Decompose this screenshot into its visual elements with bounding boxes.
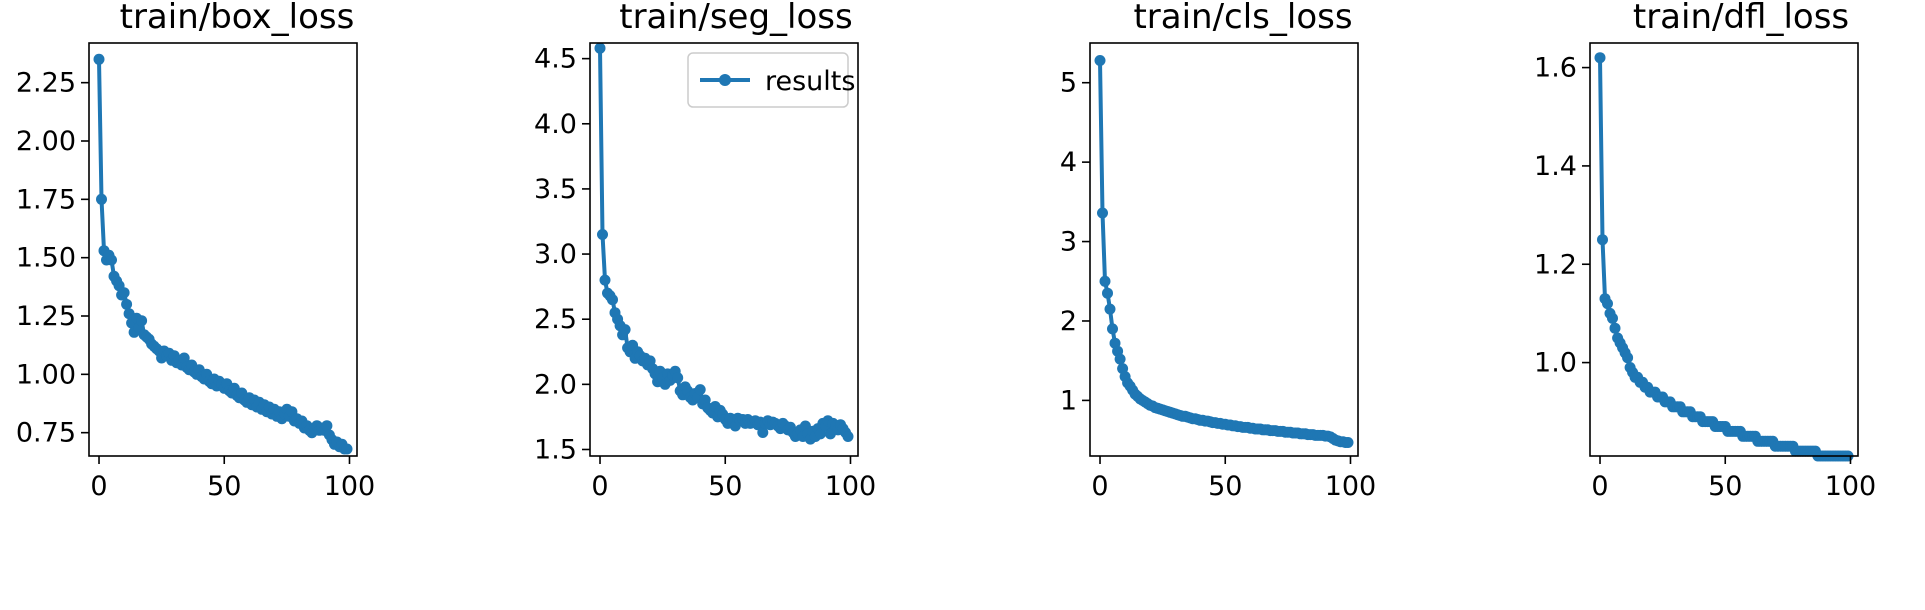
- series-line: [1098, 60, 1348, 445]
- x-tick-label: 50: [1208, 471, 1242, 502]
- data-point: [1342, 437, 1354, 448]
- y-tick-label: 1: [1060, 385, 1077, 416]
- x-tick-label: 100: [825, 471, 877, 502]
- data-point: [597, 229, 608, 240]
- chart-title: train/dfl_loss: [1633, 0, 1849, 37]
- y-tick-label: 2.25: [16, 68, 76, 99]
- x-tick-label: 100: [324, 471, 376, 502]
- x-tick-label: 0: [1591, 471, 1608, 502]
- data-point: [757, 427, 769, 438]
- y-tick-label: 2.00: [16, 126, 76, 157]
- data-point: [118, 287, 130, 299]
- chart-title: train/box_loss: [120, 0, 355, 37]
- x-tick-label: 50: [207, 471, 241, 502]
- y-tick-label: 1.25: [16, 301, 76, 332]
- plot-frame: [88, 42, 358, 457]
- plot-frame: [1589, 42, 1859, 457]
- x-tick-label: 50: [1708, 471, 1742, 502]
- y-tick-label: 1.00: [16, 359, 76, 390]
- x-tick-label: 0: [90, 471, 107, 502]
- x-tick-label: 0: [1091, 471, 1108, 502]
- data-point: [1597, 234, 1608, 246]
- x-tick-label: 100: [1825, 471, 1877, 502]
- data-point: [1107, 323, 1118, 335]
- y-tick-label: 3.5: [534, 174, 577, 205]
- data-point: [1104, 303, 1116, 315]
- data-point: [1099, 275, 1111, 287]
- y-tick-label: 5: [1060, 68, 1077, 99]
- x-tick-label: 100: [1325, 471, 1377, 502]
- data-point: [1097, 207, 1108, 219]
- y-tick-label: 1.2: [1534, 249, 1577, 280]
- y-tick-label: 4.5: [534, 44, 577, 75]
- y-tick-label: 0.75: [16, 418, 76, 449]
- x-tick-label: 0: [591, 471, 608, 502]
- data-point: [1114, 353, 1126, 365]
- plot-frame: [1089, 42, 1359, 457]
- y-tick-label: 2.5: [534, 304, 577, 335]
- y-tick-label: 3: [1060, 227, 1077, 258]
- y-tick-label: 3.0: [534, 239, 577, 270]
- data-point: [672, 372, 684, 384]
- data-point: [1094, 55, 1106, 66]
- data-point: [178, 352, 190, 364]
- y-tick-label: 1.6: [1534, 53, 1577, 84]
- data-point: [594, 42, 606, 54]
- series-line: [1598, 57, 1848, 458]
- data-point: [607, 294, 618, 306]
- panel-cls-loss: train/cls_loss 0 50 100 1 2 3 4 5: [1060, 0, 1376, 502]
- y-tick-label: 1.0: [1534, 348, 1577, 379]
- data-point: [599, 274, 611, 286]
- data-point: [106, 254, 117, 266]
- y-tick-label: 1.75: [16, 184, 76, 215]
- data-point: [1607, 312, 1618, 324]
- chart-title: train/cls_loss: [1133, 0, 1352, 37]
- data-point: [1602, 298, 1613, 310]
- data-point: [1102, 287, 1113, 299]
- y-tick-label: 1.50: [16, 243, 76, 274]
- data-point: [341, 443, 353, 455]
- panel-box-loss: train/box_loss 0 50 100 0.75 1.00 1.25 1.50 1.7…: [16, 0, 375, 502]
- y-tick-label: 2.0: [534, 369, 577, 400]
- data-point: [619, 324, 631, 336]
- plot-frame: [589, 42, 859, 457]
- data-point: [814, 428, 826, 440]
- y-tick-label: 1.5: [534, 434, 577, 465]
- y-tick-label: 4: [1060, 147, 1077, 178]
- data-point: [121, 298, 133, 310]
- data-point: [1609, 322, 1621, 334]
- panel-seg-loss: train/seg_loss 0 50 100 1.5 2.0 2.5 3.0 3.5 4.0 4…: [534, 0, 876, 502]
- panel-dfl-loss: train/dfl_loss 0 50 100 1.0 1.2 1.4 1.6: [1534, 0, 1876, 502]
- legend-box: [687, 52, 849, 108]
- data-point: [1594, 52, 1606, 64]
- data-point: [1622, 352, 1634, 364]
- y-tick-label: 4.0: [534, 109, 577, 140]
- data-point: [96, 193, 107, 205]
- legend: results: [687, 52, 855, 108]
- data-point: [321, 420, 333, 432]
- data-point: [93, 53, 105, 65]
- y-tick-label: 2: [1060, 306, 1077, 337]
- data-point: [842, 431, 854, 442]
- legend-marker: [719, 74, 731, 86]
- legend-label: results: [765, 66, 855, 97]
- chart-title: train/seg_loss: [619, 0, 852, 37]
- data-point: [694, 384, 706, 396]
- data-point: [136, 315, 148, 327]
- x-tick-label: 50: [708, 471, 742, 502]
- y-tick-label: 1.4: [1534, 151, 1577, 182]
